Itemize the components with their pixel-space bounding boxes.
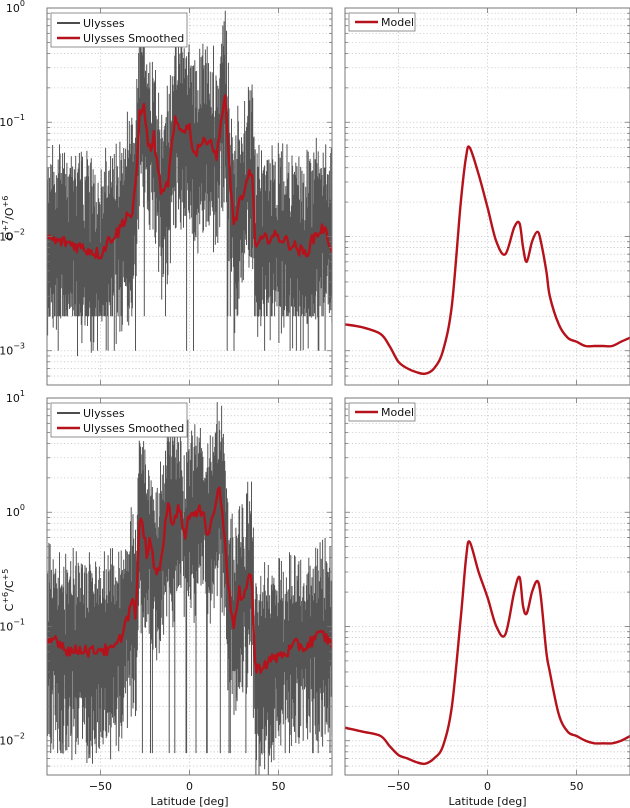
legend-ulysses-label: Ulysses [83,17,125,30]
y-ticks [345,7,630,385]
panel-top-right: Model [344,7,630,386]
legend: Ulysses Ulysses Smoothed [50,12,188,48]
x-axis-label: Latitude [deg] [150,795,228,808]
x-tick-label: 50 [570,780,584,793]
legend-ulysses-label: Ulysses [83,407,125,420]
model-line [345,540,630,766]
x-tick-label: 0 [186,780,193,793]
x-tick-label: −50 [89,780,112,793]
y-ticks [47,7,332,385]
legend-model-label: Model [381,406,414,419]
y-ticks [47,397,332,775]
model-line [345,145,630,376]
y-tick-label: 10−2 [0,227,25,243]
panel-bottom-left: 101 100 10−1 10−2 −50 0 50 Latitude [deg] Ulysse… [0,389,333,808]
legend-smoothed-label: Ulysses Smoothed [83,32,184,45]
x-tick-label: 50 [272,780,286,793]
legend-smoothed-label: Ulysses Smoothed [83,422,184,435]
x-axis-label: Latitude [deg] [448,795,526,808]
panel-bottom-right: −50 0 50 Latitude [deg] Model [344,397,630,808]
grid [345,8,630,385]
y-axis-label-top: O+7/O+6 [1,196,16,241]
legend-model-label: Model [381,16,414,29]
x-tick-label: 0 [484,780,491,793]
smoothed-line [47,94,332,260]
legend: Model [348,402,416,422]
legend: Model [348,12,416,32]
y-tick-label: 100 [6,0,25,15]
grid [345,398,630,775]
panel-top-left: 100 10−1 10−2 10−3 Ulysses Ulysses Smoothed [0,0,333,386]
y-tick-label: 100 [6,503,25,519]
legend: Ulysses Ulysses Smoothed [50,402,188,438]
y-tick-label: 10−1 [0,113,25,129]
y-tick-label: 10−3 [0,342,25,358]
y-tick-label: 101 [6,389,25,405]
y-axis-label-bottom: C+6/C+5 [1,569,16,612]
y-tick-label: 10−1 [0,617,25,633]
y-tick-label: 10−2 [0,732,25,748]
smoothed-line [47,486,332,674]
x-tick-label: −50 [387,780,410,793]
